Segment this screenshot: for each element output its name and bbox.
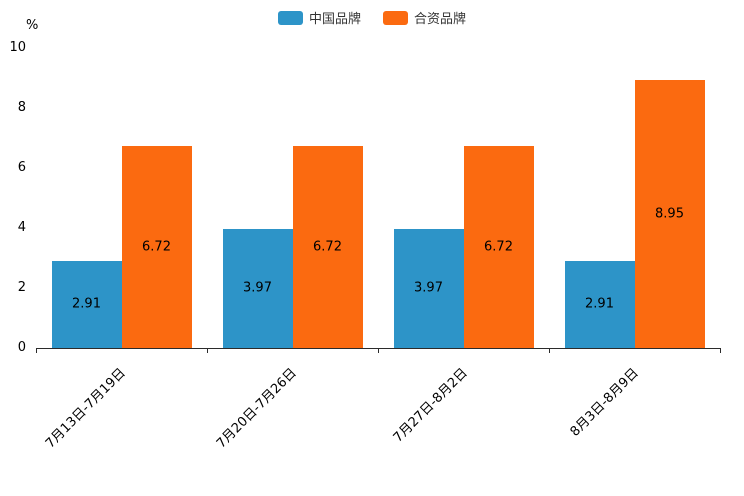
bar-series0-cat1[interactable]: 3.97 bbox=[222, 228, 293, 348]
bar-group: 3.97 6.72 bbox=[207, 48, 378, 348]
legend-label: 合资品牌 bbox=[414, 12, 467, 27]
bar-value-label: 6.72 bbox=[484, 239, 513, 255]
legend-swatch-icon bbox=[383, 10, 408, 25]
bar-value-label: 6.72 bbox=[142, 239, 171, 255]
x-axis-tick-mark bbox=[207, 348, 208, 353]
y-axis-tick-label: 2 bbox=[17, 280, 26, 295]
bar-value-label: 6.72 bbox=[313, 239, 342, 255]
bar-group: 2.91 8.95 bbox=[549, 48, 720, 348]
bar-value-label: 2.91 bbox=[585, 296, 614, 312]
bar-group: 2.91 6.72 bbox=[36, 48, 207, 348]
y-axis-tick-label: 6 bbox=[17, 160, 26, 175]
bar-series0-cat3[interactable]: 2.91 bbox=[564, 260, 635, 348]
x-axis-category-label: 7月13日-7月19日 bbox=[42, 365, 129, 452]
bar-series0-cat2[interactable]: 3.97 bbox=[393, 228, 464, 348]
y-axis-unit-label: % bbox=[26, 18, 39, 33]
bar-value-label: 3.97 bbox=[414, 280, 443, 296]
x-axis-category-label: 7月27日-8月2日 bbox=[390, 365, 471, 446]
bar-value-label: 8.95 bbox=[655, 206, 684, 222]
legend-item-series0[interactable]: 中国品牌 bbox=[277, 8, 361, 27]
x-axis-tick-mark bbox=[720, 348, 721, 353]
bar-series1-cat1[interactable]: 6.72 bbox=[292, 146, 363, 348]
x-axis: 7月13日-7月19日 7月20日-7月26日 7月27日-8月2日 8月3日-8月9… bbox=[36, 352, 720, 492]
bar-series1-cat0[interactable]: 6.72 bbox=[121, 146, 192, 348]
bar-series0-cat0[interactable]: 2.91 bbox=[51, 260, 122, 348]
bar-series1-cat2[interactable]: 6.72 bbox=[463, 146, 534, 348]
y-axis-tick-label: 4 bbox=[17, 220, 26, 235]
bar-value-label: 3.97 bbox=[243, 280, 272, 296]
y-axis-tick-label: 8 bbox=[17, 100, 26, 115]
plot-area: 2.91 6.72 3.97 6.72 3.97 6.72 2.91 8.95 bbox=[36, 48, 721, 353]
y-axis-tick-label: 0 bbox=[17, 340, 26, 355]
y-axis-tick-label: 10 bbox=[9, 40, 26, 55]
y-axis: 0 2 4 6 8 10 bbox=[0, 40, 30, 355]
legend-item-series1[interactable]: 合资品牌 bbox=[383, 8, 466, 27]
legend-label: 中国品牌 bbox=[308, 12, 361, 27]
x-axis-tick-mark bbox=[549, 348, 550, 353]
x-axis-tick-mark bbox=[378, 348, 379, 353]
bar-series1-cat3[interactable]: 8.95 bbox=[634, 79, 705, 348]
bar-value-label: 2.91 bbox=[72, 296, 101, 312]
x-axis-category-label: 8月3日-8月9日 bbox=[567, 365, 642, 440]
x-axis-category-label: 7月20日-7月26日 bbox=[213, 365, 300, 452]
legend: 中国品牌 合资品牌 bbox=[0, 8, 744, 27]
legend-swatch-icon bbox=[277, 10, 303, 25]
x-axis-tick-mark bbox=[36, 348, 37, 353]
bar-group: 3.97 6.72 bbox=[378, 48, 549, 348]
